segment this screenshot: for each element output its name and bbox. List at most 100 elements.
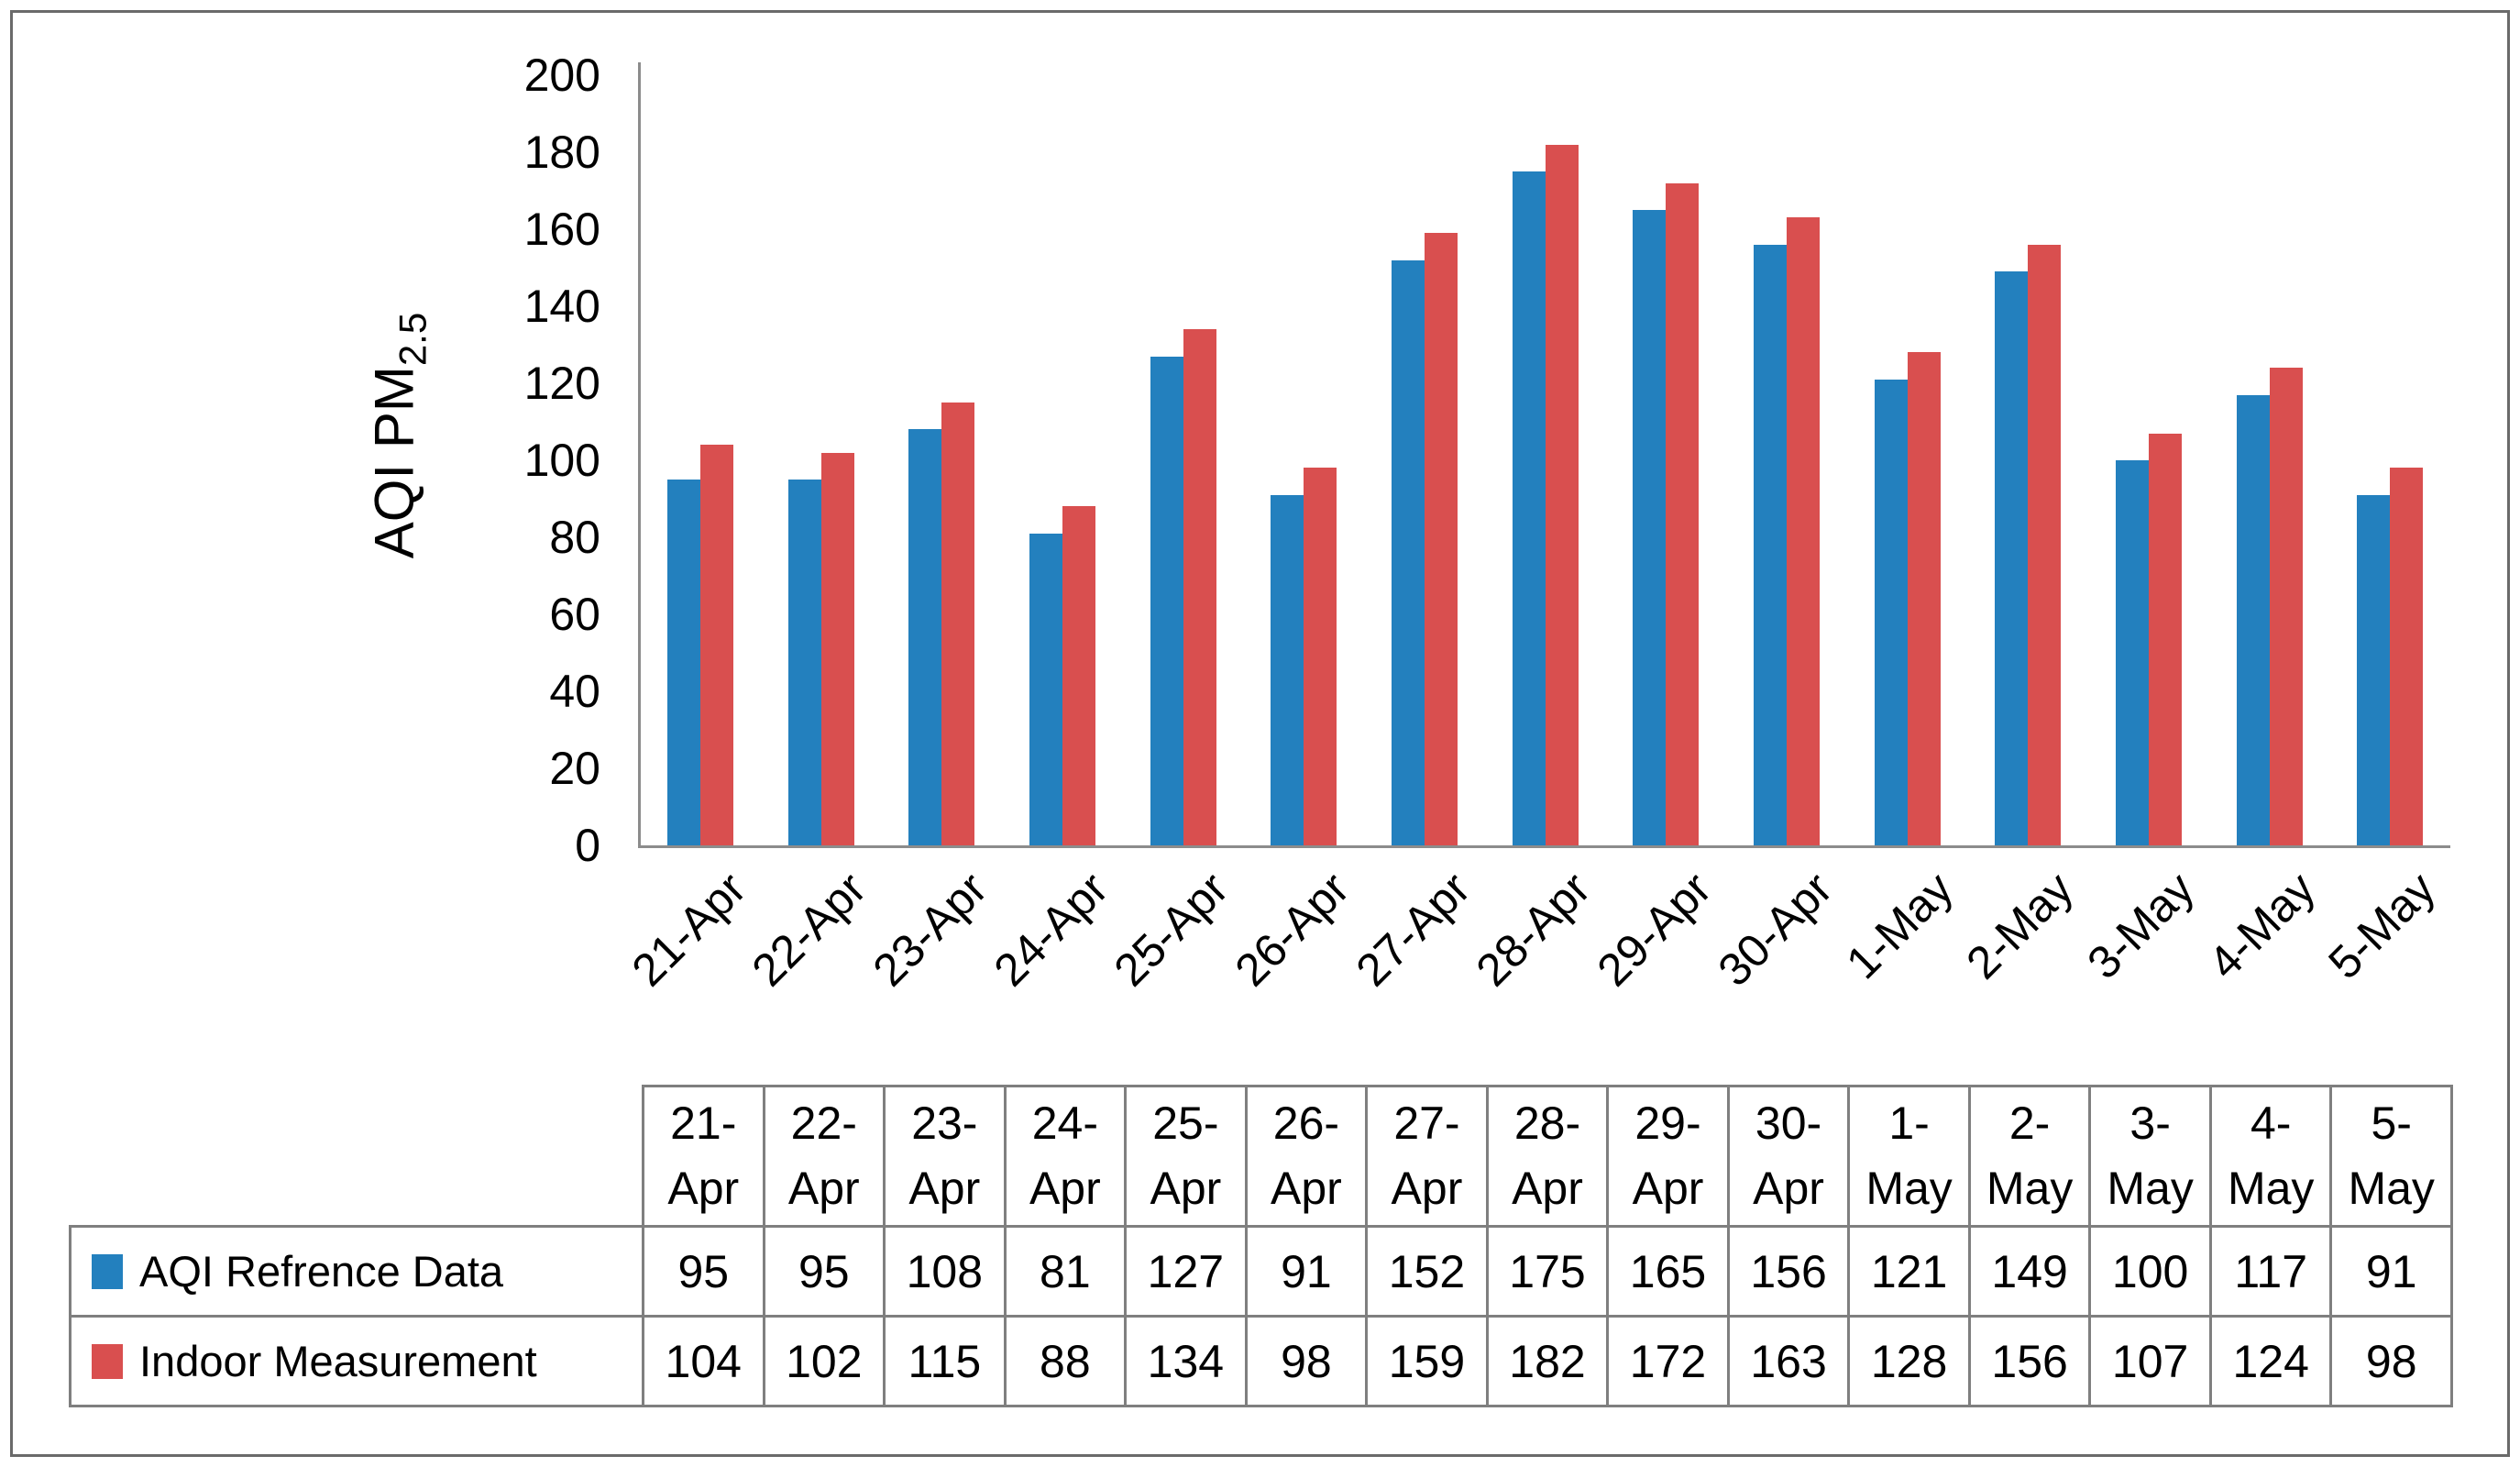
table-date-header-line2: Apr (667, 1163, 740, 1214)
bar-indoor-measurement (820, 452, 854, 845)
table-value-cell: 91 (1244, 1225, 1369, 1318)
bar-indoor-measurement (1304, 468, 1337, 845)
x-tick-label: 30-Apr (1708, 862, 1843, 997)
table-date-header-line1: 26- (1272, 1097, 1340, 1149)
table-date-header-line2: Apr (1029, 1163, 1101, 1214)
table-date-header: 5- May (2329, 1085, 2453, 1228)
table-value-cell: 159 (1365, 1315, 1489, 1407)
table-date-header: 26- Apr (1244, 1085, 1369, 1228)
y-tick-label: 100 (523, 435, 600, 486)
y-tick-label: 60 (549, 589, 600, 640)
y-tick-label: 200 (523, 50, 600, 101)
bar-aqi-refrence-data (1874, 379, 1908, 845)
table-value-cell: 175 (1485, 1225, 1610, 1318)
table-value-cell: 95 (762, 1225, 886, 1318)
table-value-cell: 100 (2088, 1225, 2212, 1318)
bar-aqi-refrence-data (2236, 394, 2270, 845)
table-date-header-line1: 21- (670, 1097, 737, 1149)
x-tick-label: 3-May (2077, 862, 2205, 989)
y-tick-label: 20 (549, 743, 600, 794)
table-value-cell: 134 (1124, 1315, 1248, 1407)
table-date-header-line2: Apr (1753, 1163, 1824, 1214)
table-value-cell: 127 (1124, 1225, 1248, 1318)
table-date-header-line2: May (2348, 1163, 2435, 1214)
bar-indoor-measurement (699, 445, 733, 845)
y-tick-label: 160 (523, 204, 600, 255)
table-value-cell: 152 (1365, 1225, 1489, 1318)
table-date-header-line2: Apr (1150, 1163, 1222, 1214)
table-date-header: 2- May (1967, 1085, 2092, 1228)
table-date-header-line2: Apr (1512, 1163, 1583, 1214)
y-tick-label: 0 (575, 820, 600, 871)
table-value-cell: 163 (1726, 1315, 1851, 1407)
bar-aqi-refrence-data (2115, 460, 2149, 845)
table-date-header: 25- Apr (1124, 1085, 1248, 1228)
y-tick-label: 180 (523, 127, 600, 178)
table-date-header: 23- Apr (883, 1085, 1007, 1228)
table-date-header-line1: 1- (1888, 1097, 1930, 1149)
bar-aqi-refrence-data (2357, 494, 2391, 845)
x-tick-label: 22-Apr (742, 862, 876, 997)
bar-aqi-refrence-data (908, 429, 942, 845)
x-tick-label: 24-Apr (984, 862, 1118, 997)
bar-indoor-measurement (1062, 506, 1095, 845)
legend-cell: Indoor Measurement (69, 1315, 644, 1407)
table-value-cell: 156 (1967, 1315, 2092, 1407)
legend-cell: AQI Refrence Data (69, 1225, 644, 1318)
table-date-header-line2: Apr (1271, 1163, 1342, 1214)
table-value-cell: 88 (1003, 1315, 1128, 1407)
x-tick-label: 1-May (1835, 862, 1963, 989)
table-date-header-line1: 3- (2129, 1097, 2171, 1149)
table-value-cell: 108 (883, 1225, 1007, 1318)
x-tick-label: 2-May (1956, 862, 2084, 989)
legend-swatch-aqi-refrence-data (92, 1253, 123, 1289)
y-tick-label: 120 (523, 358, 600, 409)
table-value-cell: 98 (1244, 1315, 1369, 1407)
bar-indoor-measurement (1545, 144, 1579, 845)
table-header-row: 21- Apr 22- Apr 23- Apr 24- Apr 25- Apr 26- Apr 27- A… (71, 1085, 2453, 1228)
table-date-header: 21- Apr (642, 1085, 765, 1228)
table-date-header: 4- May (2208, 1085, 2333, 1228)
legend-swatch-indoor-measurement (92, 1343, 123, 1379)
table-date-header: 30- Apr (1726, 1085, 1851, 1228)
bar-aqi-refrence-data (1753, 244, 1787, 845)
table-date-header-line2: Apr (787, 1163, 860, 1214)
y-tick-label: 80 (549, 512, 600, 563)
bar-indoor-measurement (1424, 233, 1458, 845)
table-date-header-line2: May (2107, 1163, 2194, 1214)
table-value-cell: 107 (2088, 1315, 2212, 1407)
x-tick-label: 26-Apr (1225, 862, 1359, 997)
table-value-cell: 115 (883, 1315, 1007, 1407)
bar-indoor-measurement (2148, 433, 2182, 845)
table-date-header-line1: 24- (1031, 1097, 1098, 1149)
table-corner-blank (71, 1086, 644, 1227)
bar-indoor-measurement (1786, 217, 1820, 845)
y-axis-line (638, 62, 641, 848)
bar-indoor-measurement (2028, 244, 2062, 845)
bar-indoor-measurement (1183, 329, 1216, 845)
bar-aqi-refrence-data (1512, 171, 1546, 845)
x-tick-label: 25-Apr (1104, 862, 1238, 997)
table-value-cell: 117 (2208, 1225, 2333, 1318)
x-tick-label: 27-Apr (1346, 862, 1480, 997)
table-series-row: AQI Refrence Data 95 95 108 81 127 91 152 175 165… (69, 1225, 2453, 1318)
bar-indoor-measurement (2390, 468, 2424, 845)
table-date-header-line2: Apr (1391, 1163, 1463, 1214)
table-date-header: 29- Apr (1606, 1085, 1730, 1228)
bar-indoor-measurement (2269, 368, 2303, 845)
x-axis-line (638, 845, 2450, 848)
x-tick-label: 28-Apr (1466, 862, 1601, 997)
table-date-header-line1: 22- (790, 1097, 857, 1149)
table-series-row: Indoor Measurement 104 102 115 88 134 98 159 182… (69, 1315, 2453, 1407)
table-date-header-line2: May (1865, 1163, 1953, 1214)
bar-aqi-refrence-data (1995, 271, 2029, 845)
bar-aqi-refrence-data (1633, 210, 1667, 845)
table-value-cell: 104 (642, 1315, 765, 1407)
table-date-header-line1: 5- (2371, 1097, 2412, 1149)
table-date-header: 28- Apr (1485, 1085, 1610, 1228)
table-value-cell: 182 (1485, 1315, 1610, 1407)
table-date-header-line1: 28- (1513, 1097, 1581, 1149)
table-value-cell: 172 (1606, 1315, 1730, 1407)
y-axis-title-main: AQI PM (363, 366, 425, 559)
